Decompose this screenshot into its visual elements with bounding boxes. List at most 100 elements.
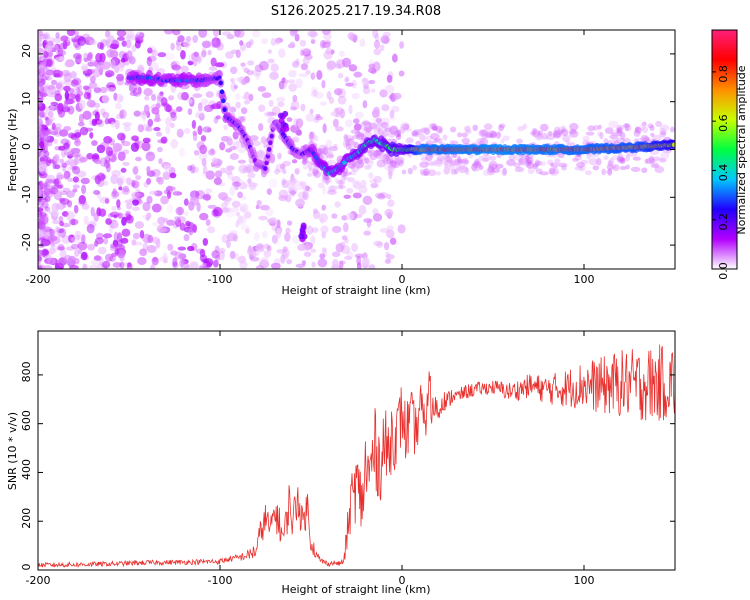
spectrogram-noise-cell <box>553 165 558 171</box>
spectrogram-noise-cell <box>554 158 561 164</box>
spectrogram-noise-cell <box>295 58 300 65</box>
spectrogram-noise-cell <box>113 92 118 101</box>
spectrogram-noise-cell <box>323 144 328 152</box>
spectrogram-noise-cell <box>327 185 336 193</box>
spectrogram-noise-cell <box>38 36 43 43</box>
spectrogram-noise-cell <box>518 157 528 165</box>
spectrogram-noise-cell <box>610 132 619 141</box>
spectrogram-noise-cell <box>300 63 309 71</box>
spectrogram-noise-cell <box>44 36 55 44</box>
spectrogram-noise-cell <box>120 167 127 173</box>
spectrogram-noise-cell <box>353 141 359 149</box>
spectrogram-noise-cell <box>289 41 296 48</box>
spectrogram-noise-cell <box>608 157 615 166</box>
spectrogram-noise-cell <box>498 124 504 132</box>
spectrogram-noise-cell <box>587 125 595 132</box>
spectrogram-noise-cell <box>539 161 547 166</box>
spectrogram-noise-cell <box>368 79 376 85</box>
spectrogram-noise-cell <box>386 74 393 83</box>
spectrogram-noise-cell <box>159 256 169 263</box>
spectrogram-noise-cell <box>235 49 241 58</box>
spectrogram-noise-cell <box>589 152 600 158</box>
spectrogram-noise-cell <box>271 234 278 244</box>
spectrogram-noise-cell <box>525 161 535 169</box>
spectrogram-noise-cell <box>363 230 371 236</box>
spectrogram-noise-cell <box>601 168 606 176</box>
spectrogram-noise-cell <box>120 237 129 244</box>
spectrogram-noise-cell <box>288 69 297 78</box>
spectrogram-noise-cell <box>552 132 562 139</box>
spectrogram-noise-cell <box>334 88 343 96</box>
spectrogram-noise-cell <box>369 152 378 161</box>
spectrogram-noise-cell <box>47 257 56 265</box>
spectrogram-noise-cell <box>230 82 237 92</box>
spectrogram-noise-cell <box>74 30 79 37</box>
spectrogram-noise-cell <box>389 109 395 119</box>
spectrogram-noise-cell <box>153 117 162 123</box>
spectrogram-noise-cell <box>482 169 491 176</box>
spectrogram-noise-cell <box>134 221 145 229</box>
spectrogram-noise-cell <box>401 169 407 175</box>
spectrogram-noise-cell <box>63 254 72 264</box>
spectrogram-noise-cell <box>454 168 459 175</box>
spectrogram-noise-cell <box>270 63 279 72</box>
spectrogram-noise-cell <box>48 184 58 194</box>
spectrogram-noise-cell <box>419 161 429 168</box>
spectrogram-noise-cell <box>232 141 240 149</box>
spectrogram-noise-cell <box>189 164 196 174</box>
spectrogram-noise-cell <box>386 159 394 165</box>
spectrogram-noise-cell <box>276 96 286 103</box>
spectrogram-noise-cell <box>70 243 80 250</box>
spectrogram-noise-cell <box>46 138 53 147</box>
spectrogram-noise-cell <box>249 135 259 142</box>
spectrogram-noise-cell <box>305 225 314 235</box>
spectrogram-noise-cell <box>291 189 296 197</box>
spectrogram-noise-cell <box>158 158 163 165</box>
spectrogram-noise-cell <box>382 31 391 38</box>
spectrogram-noise-cell <box>364 164 372 170</box>
spectrogram-noise-cell <box>123 60 130 66</box>
spectrogram-ridge-cell <box>266 147 272 152</box>
spectrogram-noise-cell <box>180 261 190 269</box>
spectrogram-noise-cell <box>230 207 239 213</box>
spectrogram-noise-cell <box>239 203 249 213</box>
spectrogram-noise-cell <box>278 48 286 59</box>
spectrogram-noise-cell <box>118 62 125 72</box>
spectrogram-ridge-cell <box>264 160 269 166</box>
spectrogram-noise-cell <box>231 181 241 187</box>
spectrogram-noise-cell <box>94 175 102 185</box>
spectrogram-y-tick-label: 20 <box>20 44 33 58</box>
spectrogram-noise-cell <box>377 122 383 128</box>
spectrogram-noise-cell <box>38 72 42 83</box>
spectrogram-noise-cell <box>529 131 536 136</box>
spectrogram-noise-cell <box>116 199 121 208</box>
spectrogram-noise-cell <box>346 251 354 260</box>
spectrogram-noise-cell <box>247 60 255 66</box>
spectrogram-noise-cell <box>168 109 178 115</box>
spectrogram-y-tick-label: 0 <box>20 143 33 150</box>
spectrogram-noise-cell <box>43 265 53 269</box>
spectrogram-noise-cell <box>575 161 586 168</box>
spectrogram-noise-cell <box>73 52 82 60</box>
spectrogram-noise-cell <box>297 191 307 200</box>
spectrogram-noise-cell <box>53 139 58 144</box>
spectrogram-noise-cell <box>233 30 241 38</box>
spectrogram-noise-cell <box>75 93 81 103</box>
spectrogram-noise-cell <box>62 202 67 208</box>
spectrogram-noise-cell <box>327 189 337 195</box>
spectrogram-noise-cell <box>347 32 355 40</box>
spectrogram-noise-cell <box>278 195 288 202</box>
spectrogram-noise-cell <box>339 175 350 181</box>
spectrogram-noise-cell <box>51 122 56 131</box>
snr-y-tick-label: 600 <box>20 410 33 431</box>
spectrogram-noise-cell <box>133 110 142 117</box>
spectrogram-noise-cell <box>525 155 531 162</box>
spectrogram-noise-cell <box>173 190 178 196</box>
spectrogram-noise-cell <box>349 159 357 170</box>
spectrogram-noise-cell <box>60 138 70 145</box>
spectrogram-noise-cell <box>58 216 64 223</box>
spectrogram-noise-cell <box>64 71 70 78</box>
spectrogram-noise-cell <box>44 206 51 212</box>
spectrogram-noise-cell <box>363 121 369 129</box>
spectrogram-noise-cell <box>225 51 234 59</box>
